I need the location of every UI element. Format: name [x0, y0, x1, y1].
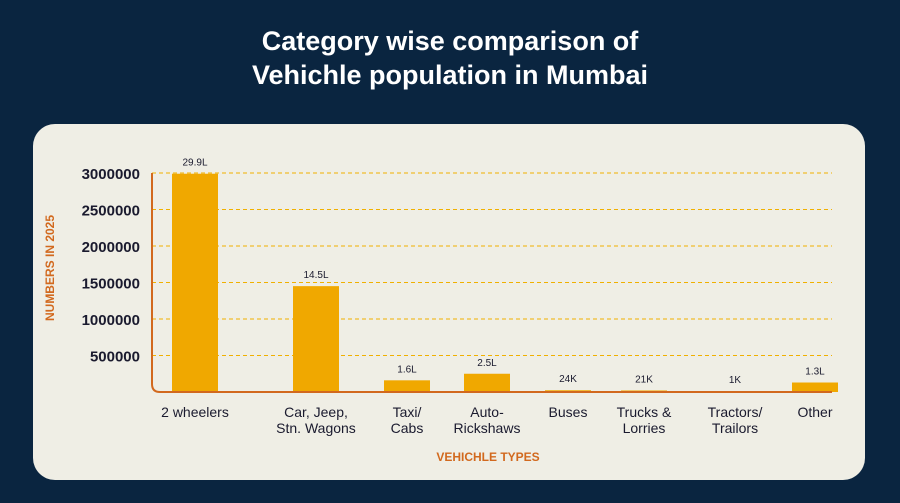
x-tick-label: Car, Jeep,: [284, 404, 348, 420]
y-tick-label: 2000000: [82, 239, 140, 256]
bar-data-label: 14.5L: [303, 270, 328, 281]
x-tick-label: Stn. Wagons: [276, 420, 356, 436]
x-tick-label: Trailors: [712, 420, 758, 436]
x-tick-label: Tractors/: [708, 404, 763, 420]
y-axis-label: NUMBERS IN 2025: [43, 215, 57, 321]
chart-title: Category wise comparison of Vehichle pop…: [0, 24, 900, 92]
bar-data-label: 1K: [729, 375, 742, 386]
bar-data-label: 2.5L: [477, 358, 497, 369]
bar: [384, 380, 430, 392]
x-tick-label: Cabs: [391, 420, 424, 436]
bar: [293, 286, 339, 392]
bar-data-label: 29.9L: [182, 158, 207, 169]
x-tick-label: Taxi/: [393, 404, 422, 420]
bar-data-label: 1.3L: [805, 367, 825, 378]
bar: [792, 382, 838, 392]
bar-data-label: 21K: [635, 374, 653, 385]
x-tick-label: Other: [797, 404, 832, 420]
bar: [172, 173, 218, 392]
x-tick-label: 2 wheelers: [161, 404, 229, 420]
y-tick-label: 500000: [90, 349, 140, 366]
bar-data-label: 24K: [559, 374, 577, 385]
x-tick-label: Rickshaws: [454, 420, 521, 436]
chart-card: [33, 124, 865, 480]
y-tick-label: 1000000: [82, 312, 140, 329]
y-tick-label: 2500000: [82, 203, 140, 220]
y-tick-label: 3000000: [82, 166, 140, 183]
chart-title-line-2: Vehichle population in Mumbai: [251, 60, 649, 90]
x-axis-label: VEHICHLE TYPES: [436, 450, 539, 464]
x-tick-label: Buses: [549, 404, 588, 420]
axis-lines: [151, 173, 832, 393]
x-tick-label: Auto-: [470, 404, 504, 420]
bar: [464, 373, 510, 392]
y-tick-label: 1500000: [82, 276, 140, 293]
bar-data-label: 1.6L: [397, 364, 417, 375]
chart-title-line-1: Category wise comparison of: [261, 26, 639, 56]
x-tick-label: Trucks &: [617, 404, 672, 420]
x-tick-label: Lorries: [623, 420, 666, 436]
